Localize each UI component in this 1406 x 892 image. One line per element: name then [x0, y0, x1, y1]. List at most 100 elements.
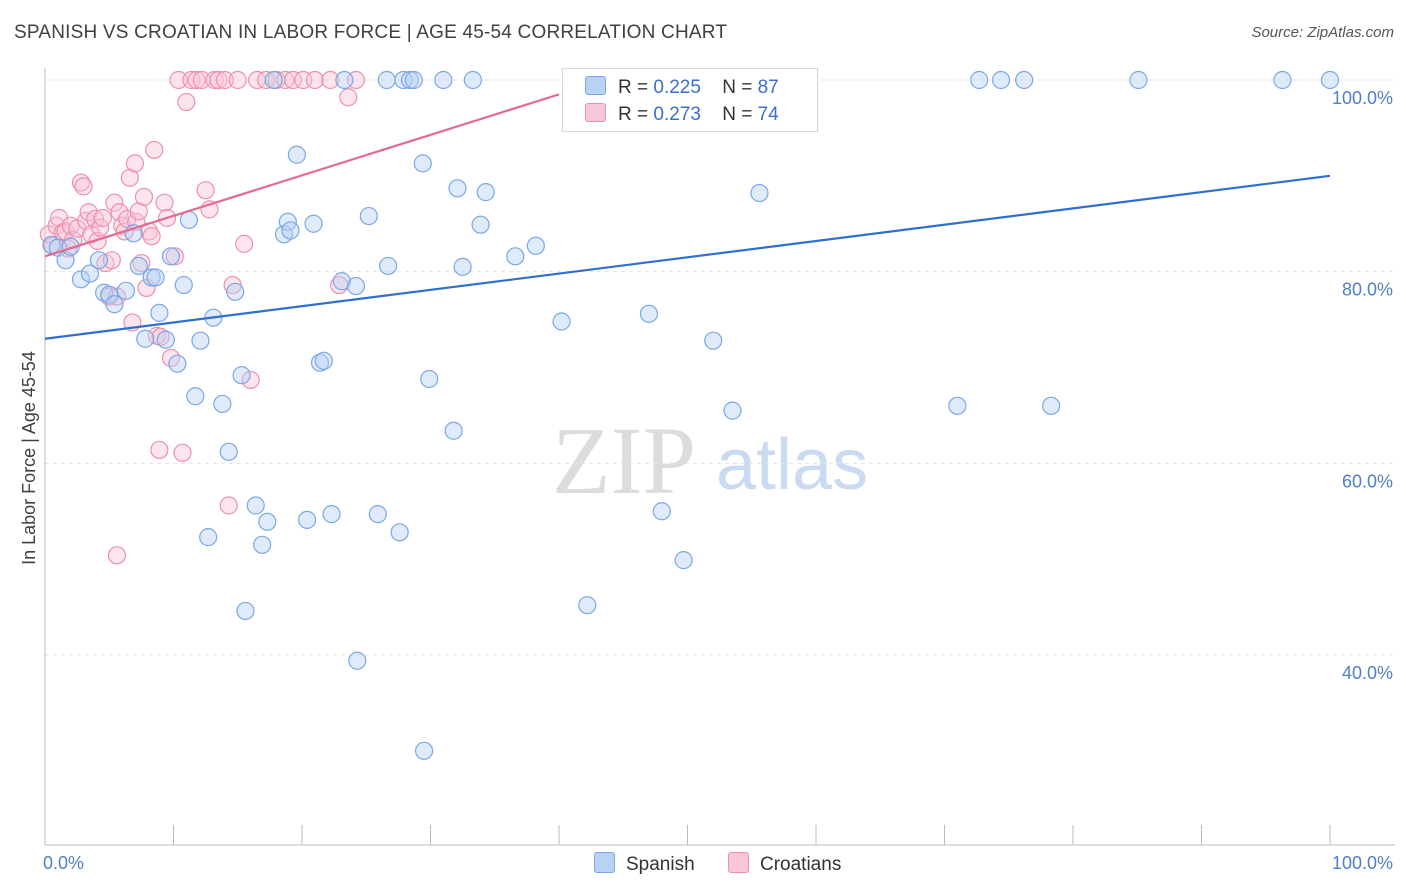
legend-r-value-spanish: 0.225: [653, 77, 701, 98]
spanish-point: [377, 70, 396, 90]
spanish-point: [359, 206, 378, 226]
croatians-point: [88, 231, 107, 251]
spanish-point: [71, 270, 91, 289]
spanish-point: [142, 268, 161, 287]
spanish-point: [264, 70, 283, 90]
legend-n-label: N =: [722, 77, 753, 98]
spanish-point: [168, 354, 187, 373]
croatians-point: [132, 253, 151, 273]
spanish-point: [704, 331, 723, 350]
spanish-point: [61, 237, 80, 256]
croatians-point: [196, 181, 215, 200]
croatians-point: [215, 70, 234, 90]
bottom-legend-spanish: Spanish: [594, 852, 695, 876]
spanish-point: [476, 183, 495, 202]
spanish-point: [80, 264, 100, 283]
spanish-point: [146, 268, 165, 287]
spanish-point: [89, 251, 109, 270]
y-tick-label: 40.0%: [1342, 663, 1393, 683]
tick-labels: 40.0% 60.0% 80.0% 100.0% 0.0% 100.0%: [43, 88, 1393, 873]
spanish-point: [390, 523, 409, 542]
spanish-point: [322, 505, 341, 524]
croatians-point: [110, 203, 129, 222]
spanish-point: [970, 70, 989, 90]
spanish-point: [236, 601, 255, 621]
spanish-point: [105, 295, 124, 314]
spanish-point: [1042, 396, 1061, 415]
croatians-point: [305, 70, 324, 90]
croatians-point: [93, 208, 112, 228]
croatians-point: [235, 234, 254, 253]
croatians-point: [150, 440, 169, 460]
croatians-point: [74, 177, 93, 196]
legend-row-croatians: R = 0.273 N = 74: [585, 103, 779, 125]
spanish-point: [420, 369, 439, 389]
croatians-point: [321, 70, 340, 90]
legend-r-value-croatians: 0.273: [653, 104, 701, 125]
spanish-point: [332, 272, 351, 291]
x-tick-label-max: 100.0%: [1332, 853, 1393, 873]
spanish-point: [287, 145, 306, 164]
legend-r-label: R =: [618, 104, 649, 125]
spanish-point: [723, 401, 742, 420]
spanish-series: [42, 70, 1340, 760]
spanish-point: [136, 329, 155, 348]
spanish-point: [404, 70, 423, 90]
croatians-point: [182, 70, 201, 90]
spanish-point: [150, 303, 169, 322]
spanish-point: [129, 256, 148, 276]
spanish-point: [453, 257, 472, 276]
spanish-point: [674, 551, 693, 570]
croatians-point: [105, 193, 124, 212]
y-tick-label: 80.0%: [1342, 280, 1393, 300]
croatians-point: [86, 209, 105, 229]
spanish-point: [116, 281, 136, 300]
spanish-point: [219, 442, 238, 461]
spanish-point: [346, 276, 366, 296]
spanish-point: [948, 396, 967, 415]
croatians-point: [151, 327, 170, 346]
spanish-point: [750, 183, 769, 203]
croatians-point: [137, 278, 156, 298]
spanish-point: [413, 154, 432, 173]
spanish-point: [191, 331, 210, 350]
spanish-point: [1273, 70, 1292, 90]
spanish-point: [56, 251, 75, 270]
spanish-point: [161, 247, 181, 266]
legend-swatch-croatians: [585, 103, 606, 122]
bottom-legend-label-croatians: Croatians: [760, 854, 842, 875]
spanish-point: [368, 505, 387, 524]
croatians-point: [142, 227, 161, 246]
croatians-series: [39, 70, 366, 565]
spanish-point: [378, 256, 398, 276]
bottom-legend-swatch-croatians: [728, 852, 749, 873]
croatians-point: [120, 168, 139, 187]
correlation-legend: R = 0.225 N = 87 R = 0.273 N = 74: [562, 68, 818, 132]
croatians-point: [209, 70, 228, 90]
y-tick-label: 60.0%: [1342, 471, 1393, 491]
croatians-trend-line: [44, 93, 560, 258]
trend-lines: [44, 93, 1331, 340]
spanish-point: [1015, 70, 1034, 90]
legend-n-value-spanish: 87: [757, 77, 779, 98]
croatians-point: [102, 251, 121, 270]
croatians-point: [134, 187, 154, 207]
spanish-point: [174, 275, 193, 295]
legend-n-label: N =: [722, 104, 753, 125]
bottom-legend-label-spanish: Spanish: [626, 854, 695, 875]
spanish-point: [246, 496, 265, 515]
watermark-zip: ZIP: [552, 407, 696, 514]
spanish-point: [578, 596, 597, 615]
croatians-point: [173, 443, 192, 462]
y-tick-label: 100.0%: [1332, 88, 1393, 108]
croatians-point: [205, 70, 224, 90]
spanish-point: [652, 502, 671, 521]
croatians-point: [219, 496, 238, 515]
y-axis-label: In Labor Force | Age 45-54: [19, 351, 39, 565]
spanish-point: [400, 70, 420, 90]
spanish-point: [444, 421, 463, 440]
spanish-point: [506, 247, 525, 266]
x-tick-label-min: 0.0%: [43, 853, 84, 873]
bottom-legend-croatians: Croatians: [728, 852, 841, 876]
spanish-point: [335, 70, 354, 90]
